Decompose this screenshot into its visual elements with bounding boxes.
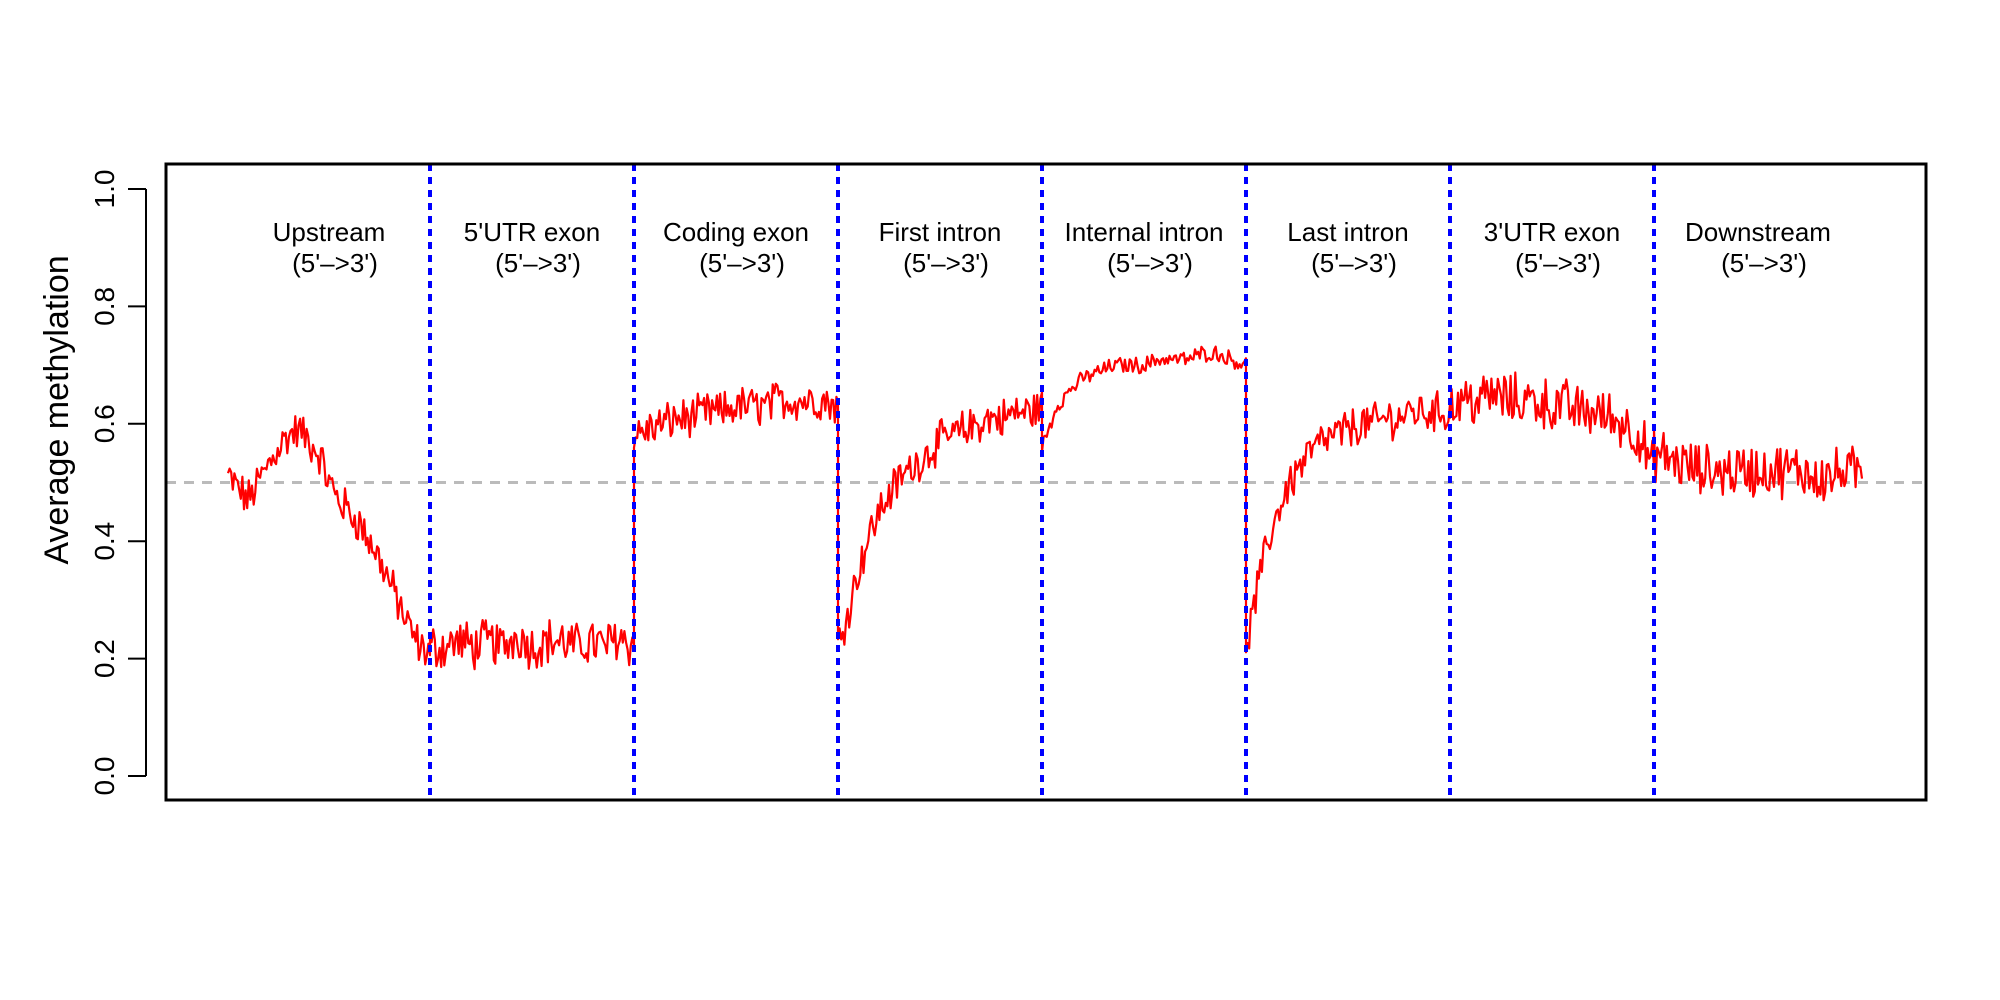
region-direction-label: (5'–>3') [495,248,581,278]
y-axis: 0.0 0.2 0.4 0.6 0.8 1.0 [89,170,147,796]
region-label: 5'UTR exon [464,217,600,247]
y-tick-label: 0.4 [89,522,120,561]
region-label: 3'UTR exon [1484,217,1620,247]
y-tick-label: 0.8 [89,287,120,326]
y-tick-label: 0.0 [89,757,120,796]
region-label: Upstream [273,217,386,247]
region-label: Last intron [1287,217,1408,247]
y-tick-label: 1.0 [89,170,120,209]
methylation-series-group [226,345,1864,671]
region-dividers [428,164,1656,800]
region-label: Downstream [1685,217,1831,247]
methylation-series-line [226,345,1864,671]
region-direction-label: (5'–>3') [1721,248,1807,278]
region-direction-label: (5'–>3') [1107,248,1193,278]
region-label: Coding exon [663,217,809,247]
y-tick-label: 0.2 [89,639,120,678]
plot-frame [164,162,1928,802]
region-labels: Upstream(5'–>3')5'UTR exon(5'–>3')Coding… [273,217,1831,278]
region-direction-label: (5'–>3') [1311,248,1397,278]
region-direction-label: (5'–>3') [1515,248,1601,278]
region-direction-label: (5'–>3') [903,248,989,278]
y-axis-label: Average methylation [38,255,76,564]
y-tick-label: 0.6 [89,404,120,443]
region-label: First intron [879,217,1002,247]
region-label: Internal intron [1065,217,1224,247]
region-direction-label: (5'–>3') [292,248,378,278]
region-direction-label: (5'–>3') [699,248,785,278]
